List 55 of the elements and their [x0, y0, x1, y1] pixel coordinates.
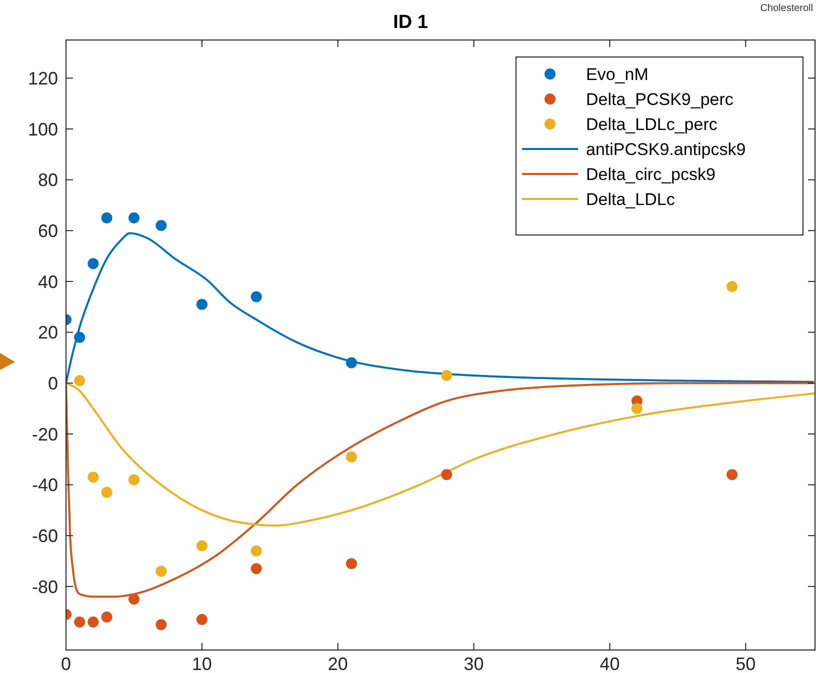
point — [156, 619, 167, 630]
point — [101, 212, 112, 224]
line-series — [66, 232, 815, 384]
x-tick-label: 20 — [328, 654, 348, 673]
y-tick-label: 0 — [48, 373, 58, 394]
point — [128, 594, 140, 605]
chart-title: ID 1 — [393, 12, 428, 33]
x-tick-label: 40 — [600, 654, 620, 673]
x-tick-label: 50 — [736, 654, 756, 673]
point — [250, 291, 262, 302]
x-tick-label: 30 — [464, 654, 484, 673]
y-tick-label: 60 — [38, 220, 58, 241]
y-tick-label: -40 — [32, 475, 58, 496]
point — [101, 611, 112, 622]
point — [726, 469, 738, 480]
point — [346, 357, 357, 368]
legend-label: antiPCSK9.antipcsk9 — [586, 140, 746, 159]
point — [74, 375, 86, 386]
y-tick-label: 120 — [28, 68, 58, 88]
y-tick-label: -20 — [32, 424, 58, 444]
legend-label: Delta_LDLc_perc — [586, 114, 718, 134]
point — [156, 220, 167, 232]
point — [101, 486, 112, 498]
y-tick-label: 20 — [38, 322, 58, 343]
legend-label: Evo_nM — [586, 64, 648, 84]
text: Cholesteroll — [760, 3, 813, 14]
point — [196, 298, 208, 310]
legend-label: Delta_LDLc — [586, 190, 676, 209]
point — [346, 558, 357, 570]
legend-label: Delta_PCSK9_perc — [586, 90, 734, 109]
point — [88, 258, 99, 270]
point — [74, 332, 86, 343]
point — [196, 540, 208, 552]
point — [726, 281, 738, 292]
point — [250, 545, 262, 556]
x-tick-label: 0 — [60, 654, 72, 673]
y-tick-label: -80 — [32, 576, 58, 597]
point — [128, 474, 140, 486]
y-tick-label: 80 — [38, 170, 58, 190]
point — [74, 616, 86, 628]
y-tick-label: 40 — [38, 272, 58, 292]
point — [128, 212, 140, 224]
point — [631, 403, 642, 414]
legend-label: Delta_circ_pcsk9 — [586, 164, 716, 184]
point — [346, 451, 357, 462]
y-tick-label: -60 — [32, 526, 58, 546]
point — [441, 370, 452, 381]
y-tick-label: 100 — [28, 119, 58, 140]
x-tick-label: 10 — [192, 654, 212, 673]
point — [196, 614, 208, 625]
point — [88, 472, 99, 483]
point — [88, 616, 99, 628]
point — [441, 469, 452, 480]
point — [156, 566, 167, 577]
point — [250, 563, 262, 574]
